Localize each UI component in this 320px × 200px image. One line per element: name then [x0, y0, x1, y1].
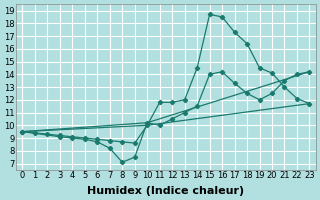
X-axis label: Humidex (Indice chaleur): Humidex (Indice chaleur): [87, 186, 244, 196]
